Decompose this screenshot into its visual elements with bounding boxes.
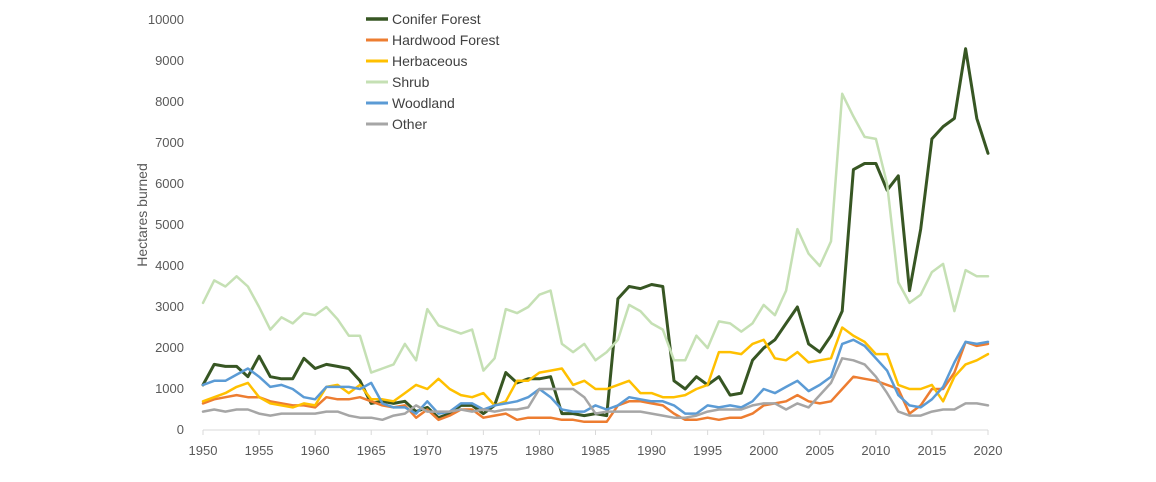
y-tick-label: 6000 [155, 176, 184, 191]
y-tick-labels: 0 1000 2000 3000 4000 5000 6000 7000 8000 9000 100… [148, 12, 184, 437]
x-tick-label: 1985 [581, 443, 610, 458]
x-tick-label: 1975 [469, 443, 498, 458]
legend-label: Other [392, 116, 427, 132]
y-axis-label: Hectares burned [134, 163, 150, 267]
series-line-herbaceous [201, 326, 990, 409]
y-tick-label: 7000 [155, 135, 184, 150]
x-tick-labels: 1950 1955 1960 1965 1970 1975 1980 1985 1990 1995… [189, 443, 1003, 458]
x-tick-label: 2020 [974, 443, 1003, 458]
y-axis-title: Hectares burned [134, 163, 150, 267]
series-line-hardwood-forest [201, 340, 990, 424]
x-tick-label: 1980 [525, 443, 554, 458]
x-tick-label: 2000 [749, 443, 778, 458]
x-tick-label: 1955 [245, 443, 274, 458]
x-tick-label: 1950 [189, 443, 218, 458]
series-line-conifer-forest [201, 47, 990, 420]
y-tick-label: 9000 [155, 53, 184, 68]
y-tick-label: 4000 [155, 258, 184, 273]
series-line-other [201, 357, 990, 422]
y-tick-label: 10000 [148, 12, 184, 27]
x-tick-label: 1990 [637, 443, 666, 458]
x-tick-label: 2010 [861, 443, 890, 458]
y-tick-label: 1000 [155, 381, 184, 396]
x-tick-label: 1995 [693, 443, 722, 458]
legend-label: Conifer Forest [392, 11, 481, 27]
x-tick-label: 1960 [301, 443, 330, 458]
legend-label: Woodland [392, 95, 455, 111]
x-tick-label: 2015 [917, 443, 946, 458]
y-tick-label: 5000 [155, 217, 184, 232]
axes [202, 429, 989, 435]
x-tick-label: 1965 [357, 443, 386, 458]
series-line-shrub [201, 92, 990, 374]
legend-label: Shrub [392, 74, 430, 90]
legend-label: Herbaceous [392, 53, 468, 69]
legend-label: Hardwood Forest [392, 32, 499, 48]
y-tick-label: 2000 [155, 340, 184, 355]
x-tick-label: 1970 [413, 443, 442, 458]
series-lines [201, 47, 990, 424]
y-tick-label: 8000 [155, 94, 184, 109]
x-tick-label: 2005 [805, 443, 834, 458]
series-line-woodland [201, 338, 990, 415]
y-tick-label: 0 [177, 422, 184, 437]
y-tick-label: 3000 [155, 299, 184, 314]
legend: Conifer Forest Hardwood Forest Herbaceous S… [366, 11, 499, 132]
